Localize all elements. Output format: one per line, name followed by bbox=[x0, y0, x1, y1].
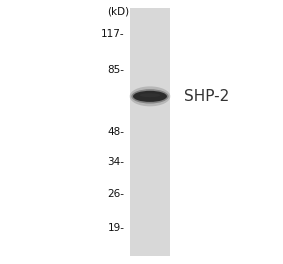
Bar bbox=[130, 8, 170, 256]
Ellipse shape bbox=[133, 91, 167, 102]
Text: (kD): (kD) bbox=[107, 7, 129, 17]
Ellipse shape bbox=[130, 86, 170, 106]
Text: 48-: 48- bbox=[108, 127, 125, 137]
Text: 19-: 19- bbox=[108, 223, 125, 233]
Text: 26-: 26- bbox=[108, 189, 125, 199]
Ellipse shape bbox=[140, 93, 160, 97]
Text: 34-: 34- bbox=[108, 157, 125, 167]
Ellipse shape bbox=[131, 89, 169, 103]
Text: 85-: 85- bbox=[108, 65, 125, 75]
Text: SHP-2: SHP-2 bbox=[184, 89, 229, 104]
Text: 117-: 117- bbox=[101, 29, 125, 39]
